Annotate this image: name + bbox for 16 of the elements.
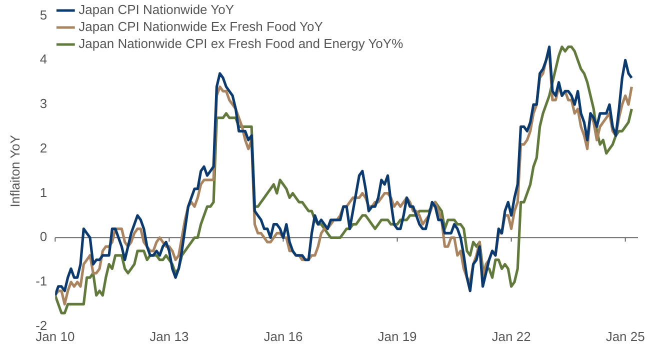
legend-label: Japan Nationwide CPI ex Fresh Food and Energy YoY%	[78, 36, 404, 52]
x-tick-label: Jan 19	[378, 328, 417, 344]
y-tick-label: 1	[40, 184, 48, 200]
y-tick-label: 0	[40, 229, 48, 244]
y-tick-label: -1	[36, 274, 48, 289]
y-tick-label: 4	[40, 52, 48, 67]
y-tick-label: 2	[40, 140, 48, 156]
x-tick-label: Jan 16	[264, 328, 303, 344]
y-axis-title: Inflaiton YoY	[7, 134, 22, 208]
x-tick-label: Jan 13	[150, 328, 189, 344]
y-tick-label: 5	[40, 7, 48, 22]
y-tick-label: 3	[40, 96, 48, 112]
x-tick-label: Jan 22	[492, 328, 531, 344]
x-tick-label: Jan 25	[606, 328, 645, 344]
legend-label: Japan CPI Nationwide YoY	[78, 2, 234, 18]
legend-label: Japan CPI Nationwide Ex Fresh Food YoY	[78, 19, 324, 34]
